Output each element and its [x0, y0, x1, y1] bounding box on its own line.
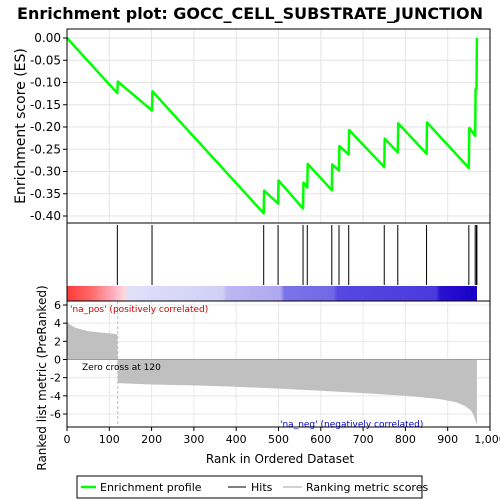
metric-x-axis-label: Rank in Ordered Dataset [206, 452, 354, 466]
metric-y-tick-label: -4 [50, 390, 61, 403]
es-y-tick-label: -0.05 [30, 53, 61, 67]
legend-enrichment-profile: Enrichment profile [100, 481, 202, 494]
metric-x-tick-label: 500 [268, 433, 289, 446]
metric-x-tick-label: 600 [310, 433, 331, 446]
metric-x-tick-label: 400 [226, 433, 247, 446]
enrichment-profile-line [66, 37, 479, 215]
metric-x-tick-label: 1,000 [474, 433, 500, 446]
metric-x-tick-label: 200 [141, 433, 162, 446]
metric-y-tick-label: 4 [54, 317, 61, 330]
metric-y-tick-label: 0 [54, 354, 61, 367]
es-y-axis: 0.00 -0.05 -0.10 -0.15 -0.20 -0.25 -0.30 -0.35 -… [30, 31, 67, 223]
es-y-tick-label: -0.20 [30, 120, 61, 134]
metric-y-axis-label: Ranked list metric (PreRanked) [35, 285, 49, 470]
es-y-tick-label: 0.00 [34, 31, 61, 45]
legend-hits: Hits [251, 481, 273, 494]
hits-panel [66, 222, 491, 302]
metric-y-tick-label: -2 [50, 372, 61, 385]
legend-box [76, 475, 423, 499]
metric-y-tick-label: -6 [50, 408, 61, 421]
metric-plot-frame [66, 300, 491, 428]
es-panel: 0.00 -0.05 -0.10 -0.15 -0.20 -0.25 -0.30 -0.35 -… [13, 28, 491, 224]
positive-correlation-label: 'na_pos' (positively correlated) [70, 305, 208, 315]
metric-x-tick-label: 100 [99, 433, 120, 446]
metric-y-tick-label: 6 [54, 299, 61, 312]
es-y-tick-label: -0.35 [30, 187, 61, 201]
metric-panel: 6 4 2 0 -2 -4 -6 0 100 200 300 400 500 600 700 800 900 1… [35, 285, 500, 470]
metric-x-tick-label: 800 [395, 433, 416, 446]
metric-x-axis: 0 100 200 300 400 500 600 700 800 900 1,000 [64, 427, 500, 446]
negative-correlation-label: 'na_neg' (negatively correlated) [280, 420, 423, 430]
legend-ranking-metric-scores: Ranking metric scores [306, 481, 428, 494]
legend: Enrichment profile Hits Ranking metric s… [76, 475, 428, 499]
metric-x-tick-label: 700 [353, 433, 374, 446]
es-y-tick-label: -0.10 [30, 76, 61, 90]
chart-title: Enrichment plot: GOCC_CELL_SUBSTRATE_JUN… [17, 4, 483, 23]
hit-markers [116, 225, 478, 285]
zero-cross-label: Zero cross at 120 [82, 363, 161, 373]
es-y-tick-label: -0.40 [30, 209, 61, 223]
metric-x-tick-label: 300 [183, 433, 204, 446]
metric-x-tick-label: 0 [64, 433, 71, 446]
es-y-axis-label: Enrichment score (ES) [13, 48, 29, 204]
metric-y-tick-label: 2 [54, 335, 61, 348]
es-y-tick-label: -0.25 [30, 142, 61, 156]
es-y-tick-label: -0.30 [30, 165, 61, 179]
es-y-tick-label: -0.15 [30, 98, 61, 112]
metric-y-axis: 6 4 2 0 -2 -4 -6 [50, 299, 67, 421]
metric-x-tick-label: 900 [437, 433, 458, 446]
rank-heatmap-bar [67, 286, 477, 301]
ranking-metric-area [67, 320, 477, 425]
